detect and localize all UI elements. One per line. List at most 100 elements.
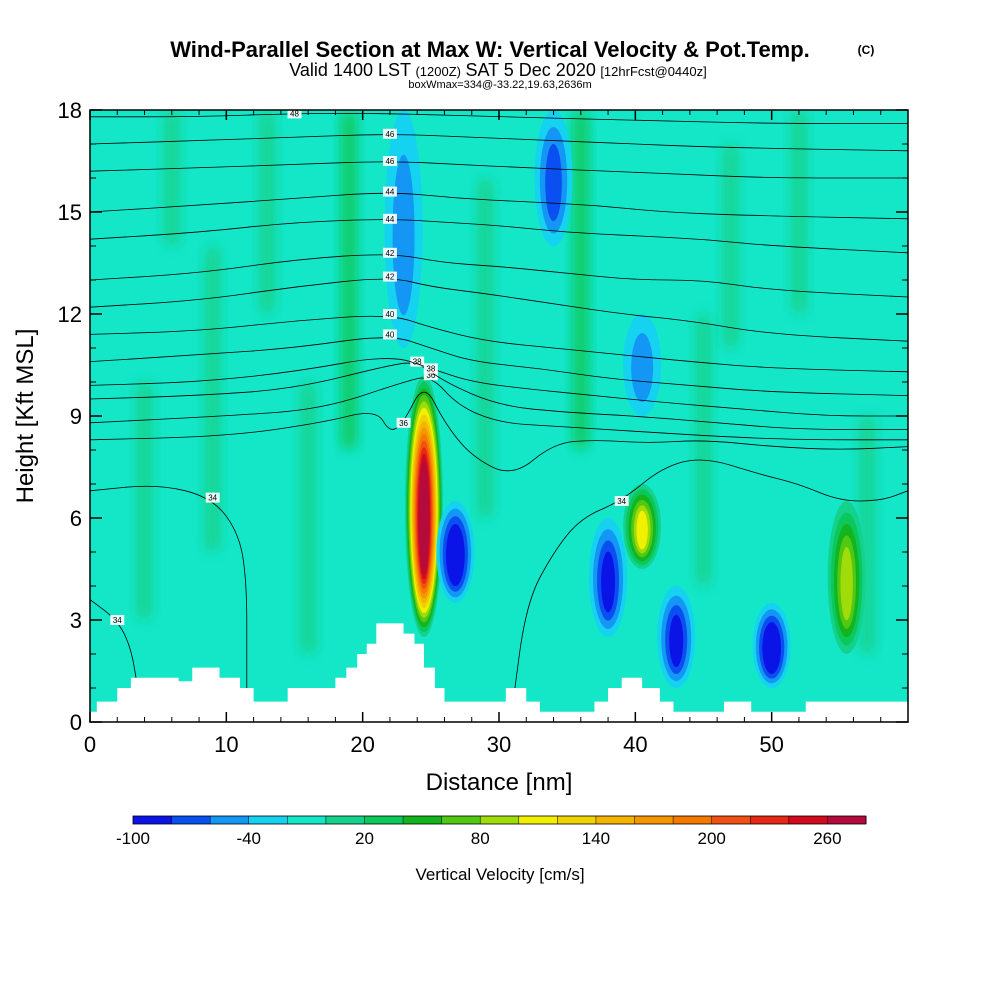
subtitle-utc: (1200Z): [415, 64, 461, 79]
colorbar-swatch: [673, 816, 713, 824]
x-tick-label: 50: [759, 732, 783, 757]
svg-text:42: 42: [385, 249, 394, 258]
subtitle-date: SAT 5 Dec 2020: [465, 60, 595, 80]
colorbar: -100 -40 20 80 140 200 260: [116, 815, 867, 848]
theta-contour-line: [90, 254, 908, 298]
field-streak: [722, 144, 739, 348]
colorbar-tick-label: 80: [471, 829, 490, 848]
downdraft-core: [669, 614, 684, 667]
field-streak: [695, 314, 712, 586]
theta-contour-label: 46: [382, 156, 397, 166]
colorbar-swatch: [133, 816, 173, 824]
field-streak: [477, 178, 494, 518]
theta-contour-label: 38: [410, 356, 425, 367]
y-tick-label: 0: [70, 710, 82, 735]
theta-contour-line: [90, 112, 908, 124]
field-streak: [572, 110, 589, 450]
downdraft-core: [601, 551, 616, 613]
y-tick-label: 18: [58, 98, 82, 123]
theta-contour-line: [90, 337, 908, 396]
subtitle-valid: Valid 1400 LST: [289, 60, 411, 80]
y-tick-label: 3: [70, 608, 82, 633]
updraft-core: [636, 510, 648, 550]
colorbar-tick-label: -40: [236, 829, 261, 848]
theta-contour-line: [90, 278, 908, 342]
svg-text:34: 34: [208, 494, 217, 503]
theta-contour-line: [90, 391, 908, 472]
theta-contour-label: 44: [382, 213, 397, 224]
field-streak: [300, 382, 317, 654]
field-streak: [163, 110, 180, 246]
theta-contour-line: [90, 134, 908, 152]
field-streak: [259, 110, 276, 314]
svg-text:36: 36: [426, 371, 435, 380]
colorbar-swatch: [248, 816, 288, 824]
colorbar-swatch: [403, 816, 443, 824]
svg-text:40: 40: [385, 310, 394, 319]
colorbar-swatch: [325, 816, 365, 824]
chart-subtitle: Valid 1400 LST (1200Z) SAT 5 Dec 2020 [1…: [289, 60, 706, 80]
colorbar-tick-label: 140: [582, 829, 610, 848]
x-tick-label: 0: [84, 732, 96, 757]
colorbar-frame: [132, 815, 867, 825]
colorbar-tick-label: 200: [697, 829, 725, 848]
theta-contour-label: 34: [614, 496, 629, 506]
theta-contour-line: [90, 377, 908, 441]
colorbar-swatch: [827, 816, 867, 824]
field-streak: [341, 110, 358, 450]
svg-text:44: 44: [385, 188, 394, 197]
terrain-profile: [90, 623, 908, 722]
downdraft-core: [545, 144, 562, 222]
svg-text:44: 44: [385, 215, 394, 224]
colorbar-swatch: [750, 816, 790, 824]
colorbar-swatch: [210, 816, 250, 824]
colorbar-swatch: [364, 816, 404, 824]
chart-title: Wind-Parallel Section at Max W: Vertical…: [170, 37, 810, 62]
colorbar-swatch: [441, 816, 481, 824]
theta-contour-label: 34: [110, 615, 125, 625]
theta-contour-label: 40: [382, 329, 397, 340]
colorbar-tick-label: 20: [355, 829, 374, 848]
y-tick-label: 9: [70, 404, 82, 429]
chart-title-suffix: (C): [858, 43, 875, 57]
svg-text:38: 38: [426, 364, 435, 373]
theta-contour-line: [90, 358, 908, 417]
field-streak: [790, 110, 807, 314]
svg-text:48: 48: [290, 109, 299, 118]
theta-contour-line: [90, 192, 908, 220]
colorbar-swatch: [557, 816, 597, 824]
svg-text:46: 46: [385, 130, 394, 139]
terrain: [90, 623, 908, 722]
svg-text:38: 38: [413, 358, 422, 367]
downdraft-core: [449, 531, 462, 581]
x-tick-label: 40: [623, 732, 647, 757]
colorbar-tick-label: 260: [813, 829, 841, 848]
y-axis-label: Height [Kft MSL]: [12, 329, 39, 504]
colorbar-tick-label: -100: [116, 829, 150, 848]
theta-contour-label: 48: [287, 109, 302, 119]
colorbar-swatch: [171, 816, 211, 824]
theta-contour-label: 42: [382, 271, 397, 282]
colorbar-swatch: [788, 816, 828, 824]
theta-contour-label: 38: [423, 363, 438, 374]
theta-contour-line: [90, 315, 908, 373]
y-tick-label: 15: [58, 200, 82, 225]
theta-contour-label: 36: [423, 370, 438, 381]
colorbar-swatch: [595, 816, 636, 824]
colorbar-swatch: [287, 816, 327, 824]
field-streak: [204, 246, 221, 552]
downdraft-core: [631, 333, 654, 402]
y-tick-label: 6: [70, 506, 82, 531]
x-tick-label: 10: [214, 732, 238, 757]
theta-contour-line: [90, 485, 248, 688]
x-tick-label: 30: [487, 732, 511, 757]
theta-contour-label: 36: [396, 417, 411, 428]
colorbar-swatch: [711, 816, 751, 824]
x-axis-label: Distance [nm]: [426, 769, 573, 796]
box-info: boxWmax=334@-33.22,19.63,2636m: [408, 79, 591, 91]
theta-contour-line: [90, 161, 908, 179]
